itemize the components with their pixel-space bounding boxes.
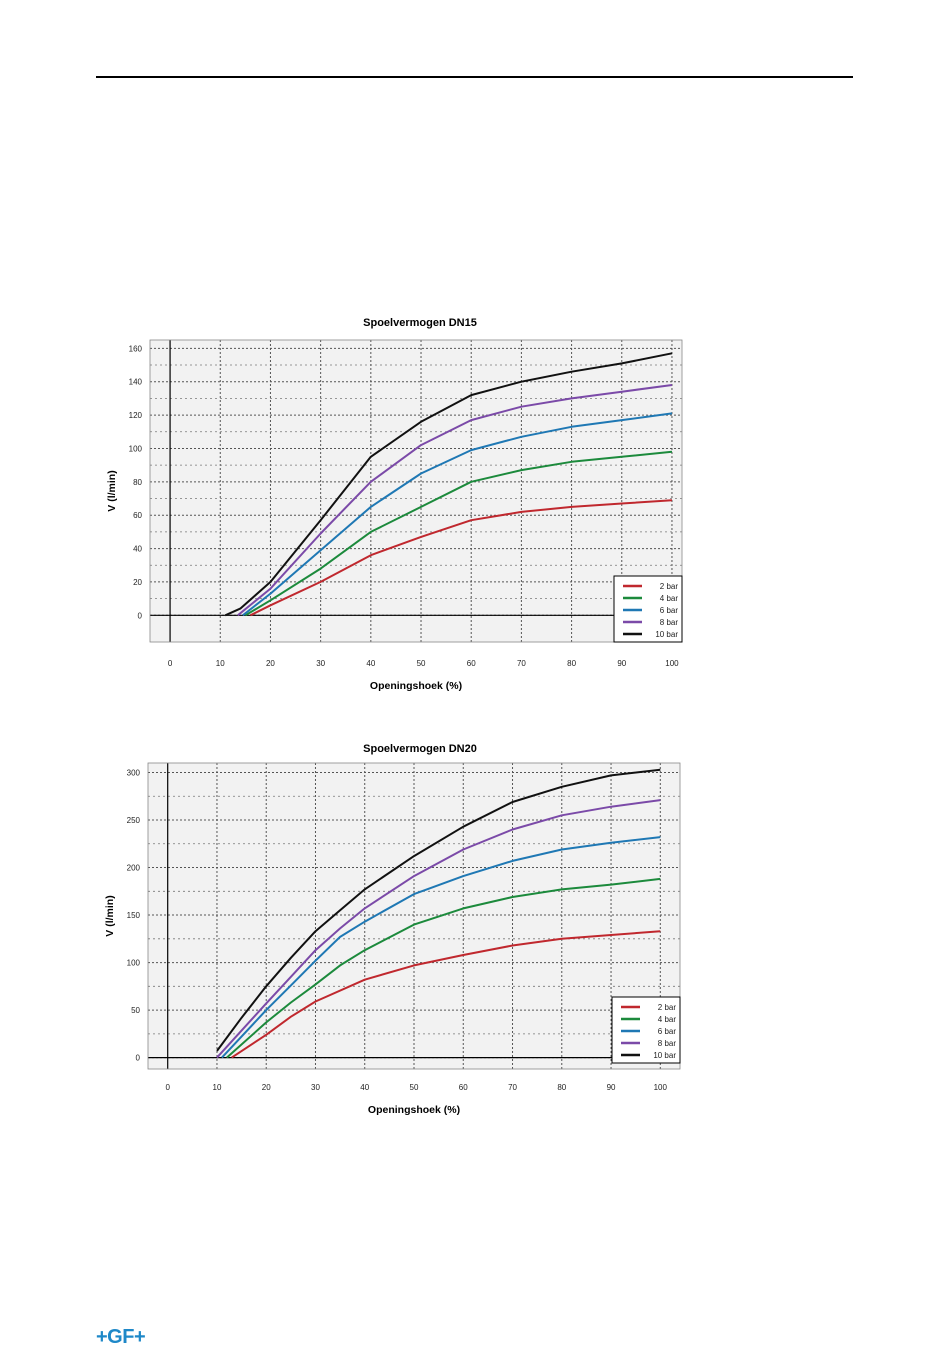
chart-title: Spoelvermogen DN15 (363, 317, 477, 329)
x-tick-label: 0 (168, 659, 173, 668)
legend-label: 8 bar (660, 618, 679, 627)
x-tick-label: 90 (617, 659, 626, 668)
legend-label: 8 bar (658, 1039, 677, 1048)
x-tick-label: 10 (216, 659, 225, 668)
legend-label: 2 bar (658, 1003, 677, 1012)
gf-logo: +GF+ (96, 1326, 146, 1348)
y-tick-label: 150 (127, 911, 141, 920)
series-line-6-bar (242, 412, 673, 617)
legend-label: 6 bar (658, 1027, 677, 1036)
legend-label: 2 bar (660, 582, 679, 591)
y-tick-label: 80 (133, 478, 142, 487)
x-axis-label: Openingshoek (%) (370, 680, 462, 692)
plot-frame (147, 762, 681, 1070)
x-tick-label: 90 (607, 1083, 616, 1092)
y-tick-label: 50 (131, 1006, 140, 1015)
y-axis-label: V (l/min) (104, 895, 116, 936)
x-tick-label: 100 (665, 659, 679, 668)
x-tick-label: 20 (266, 659, 275, 668)
x-tick-label: 60 (459, 1083, 468, 1092)
plot-frame (149, 339, 683, 643)
legend-label: 10 bar (655, 630, 678, 639)
y-tick-label: 60 (133, 511, 142, 520)
legend-label: 6 bar (660, 606, 679, 615)
y-tick-label: 0 (136, 1054, 141, 1063)
chart-svg: 0 10 20 30 40 50 60 70 80 90 100 0 50 100 150 200 250 300… (104, 762, 681, 1116)
chart-dn20: Spoelvermogen DN20 0 10 20 30 40 50 60 70 80 90 10… (104, 743, 681, 1116)
chart-svg: 0 10 20 30 40 50 60 70 80 90 100 0 20 40 60 80 100 120 140… (106, 339, 683, 692)
chart-title: Spoelvermogen DN20 (363, 743, 477, 755)
plot-area (150, 340, 682, 642)
y-tick-label: 0 (138, 611, 143, 620)
y-tick-label: 200 (127, 864, 141, 873)
x-tick-label: 80 (557, 1083, 566, 1092)
x-tick-label: 50 (417, 659, 426, 668)
header-rule (96, 76, 853, 78)
series-line-8-bar (216, 799, 661, 1059)
x-tick-label: 50 (410, 1083, 419, 1092)
x-axis-label: Openingshoek (%) (368, 1104, 460, 1116)
x-tick-label: 0 (165, 1083, 170, 1092)
x-tick-label: 60 (467, 659, 476, 668)
y-tick-label: 160 (129, 344, 143, 353)
series-line-10-bar (216, 768, 661, 1052)
series-line-10-bar (224, 352, 673, 617)
x-tick-label: 100 (654, 1083, 668, 1092)
x-tick-label: 40 (366, 659, 375, 668)
y-axis-label: V (l/min) (106, 470, 118, 511)
x-tick-label: 70 (517, 659, 526, 668)
x-tick-label: 70 (508, 1083, 517, 1092)
legend-label: 4 bar (658, 1015, 677, 1024)
y-tick-label: 40 (133, 545, 142, 554)
series-line-2-bar (231, 930, 661, 1059)
series-line-4-bar (244, 450, 673, 617)
x-tick-label: 40 (360, 1083, 369, 1092)
series-line-8-bar (237, 384, 673, 617)
chart-dn15: Spoelvermogen DN15 0 10 20 30 40 50 60 70 80 90 10… (106, 317, 683, 692)
series-line-4-bar (226, 877, 661, 1059)
x-tick-label: 20 (262, 1083, 271, 1092)
y-tick-label: 20 (133, 578, 142, 587)
y-tick-label: 300 (127, 769, 141, 778)
series-line-6-bar (221, 836, 661, 1059)
legend-label: 10 bar (653, 1051, 676, 1060)
y-tick-label: 250 (127, 816, 141, 825)
x-tick-label: 30 (311, 1083, 320, 1092)
y-tick-label: 100 (129, 444, 143, 453)
y-tick-label: 120 (129, 411, 143, 420)
y-tick-label: 140 (129, 378, 143, 387)
x-tick-label: 80 (567, 659, 576, 668)
x-tick-label: 30 (316, 659, 325, 668)
x-tick-label: 10 (213, 1083, 222, 1092)
legend-label: 4 bar (660, 594, 679, 603)
y-tick-label: 100 (127, 959, 141, 968)
series-line-2-bar (249, 499, 673, 617)
